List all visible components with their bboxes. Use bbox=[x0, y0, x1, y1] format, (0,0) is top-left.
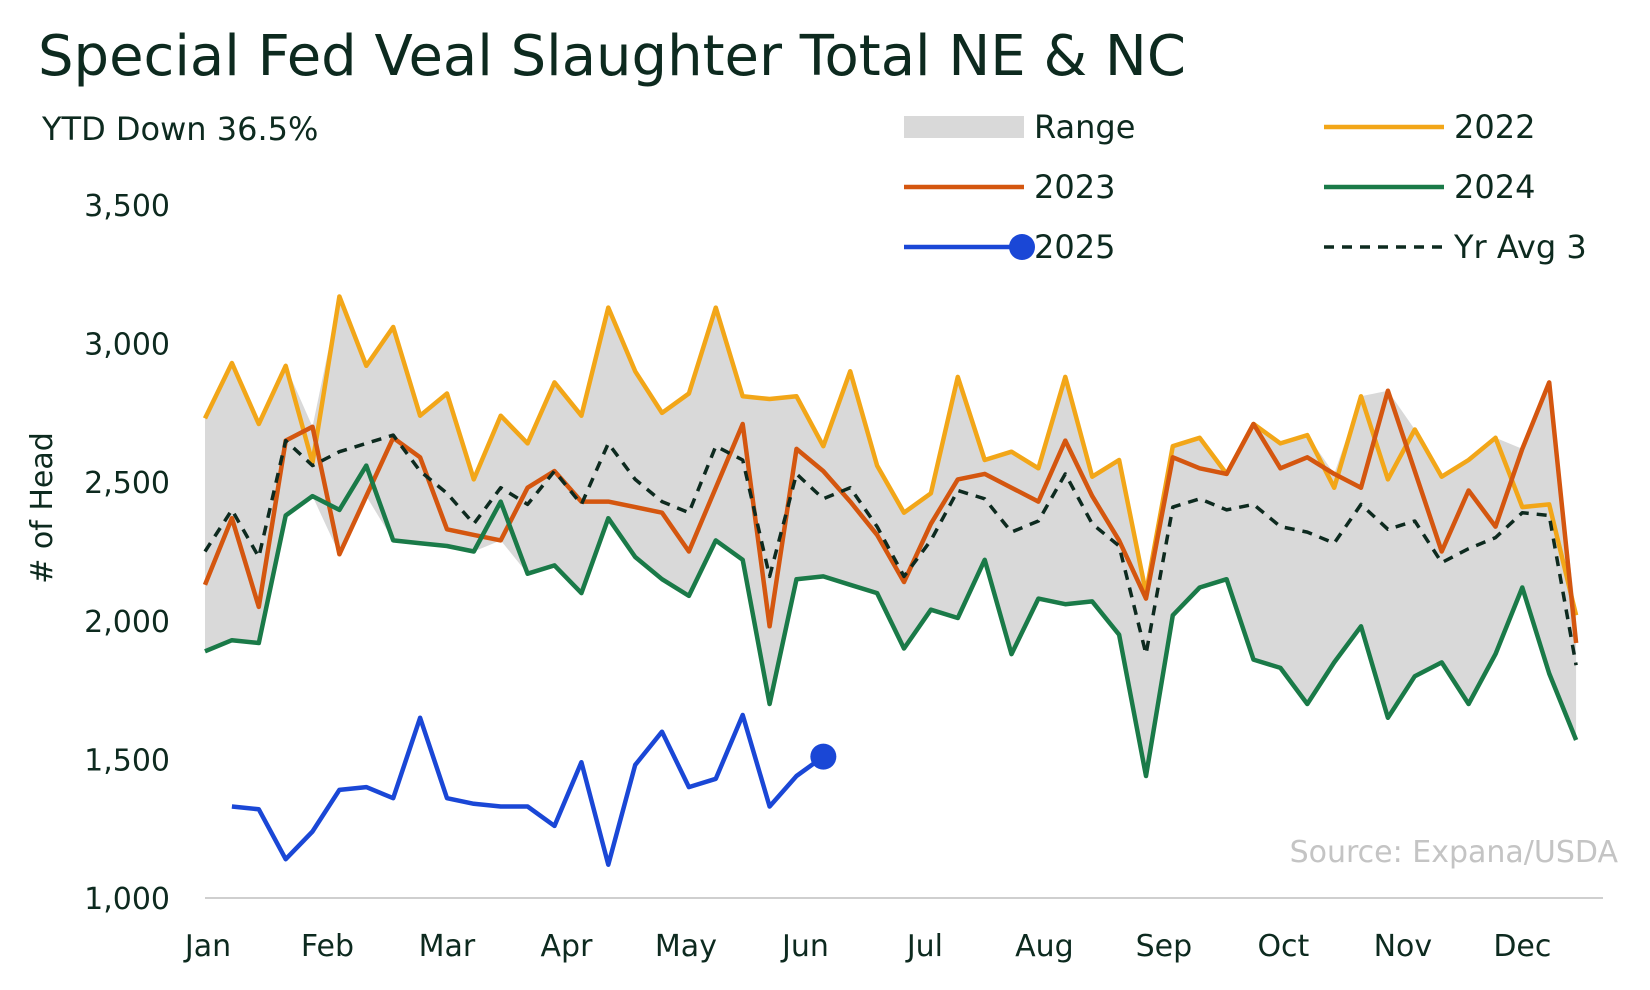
series-line-avg bbox=[203, 433, 1578, 666]
x-tick-label: Mar bbox=[419, 929, 476, 964]
legend-item-range: Range bbox=[904, 108, 1135, 146]
legend-label: 2023 bbox=[1034, 168, 1115, 206]
chart-subtitle: YTD Down 36.5% bbox=[41, 110, 318, 148]
series-marker-2025 bbox=[810, 743, 837, 770]
legend-marker bbox=[1009, 234, 1035, 260]
x-tick-label: Aug bbox=[1015, 929, 1074, 964]
series-line-2022 bbox=[202, 294, 1579, 616]
x-tick-label: Jul bbox=[905, 929, 943, 964]
x-tick-label: May bbox=[655, 929, 717, 964]
legend-item-2023: 2023 bbox=[904, 168, 1115, 206]
x-tick-label: Apr bbox=[541, 929, 594, 964]
legend-label: 2025 bbox=[1034, 228, 1115, 266]
source-note: Source: Expana/USDA bbox=[1290, 835, 1619, 870]
y-tick-label: 1,500 bbox=[84, 743, 170, 778]
x-tick-label: Jun bbox=[780, 929, 829, 964]
y-tick-labels: 1,000 1,500 2,000 2,500 3,000 3,500 bbox=[84, 189, 170, 917]
legend-item-avg: Yr Avg 3 bbox=[1324, 228, 1587, 266]
legend-item-2025: 2025 bbox=[904, 228, 1115, 266]
legend-item-2024: 2024 bbox=[1324, 168, 1535, 206]
legend-item-2022: 2022 bbox=[1324, 108, 1535, 146]
y-tick-label: 3,000 bbox=[84, 328, 170, 363]
legend-label: Range bbox=[1034, 108, 1135, 146]
legend-swatch bbox=[904, 116, 1024, 138]
legend-label: 2024 bbox=[1454, 168, 1535, 206]
x-tick-label: Oct bbox=[1257, 929, 1309, 964]
chart-title: Special Fed Veal Slaughter Total NE & NC bbox=[38, 24, 1186, 89]
x-tick-label: Feb bbox=[301, 929, 354, 964]
series-layer bbox=[202, 294, 1579, 867]
y-tick-label: 1,000 bbox=[84, 882, 170, 917]
y-tick-label: 3,500 bbox=[84, 189, 170, 224]
x-tick-labels: Jan Feb Mar Apr May Jun Jul Aug Sep Oct Nov Dec bbox=[183, 929, 1552, 964]
legend-label: 2022 bbox=[1454, 108, 1535, 146]
range-band bbox=[205, 296, 1577, 776]
series-line-2023 bbox=[202, 380, 1579, 644]
x-tick-label: Dec bbox=[1493, 929, 1551, 964]
range-band-layer bbox=[205, 296, 1577, 776]
series-line-2025 bbox=[231, 712, 825, 867]
legend-label: Yr Avg 3 bbox=[1453, 228, 1587, 266]
x-tick-label: Jan bbox=[183, 929, 231, 964]
y-axis-label: # of Head bbox=[25, 432, 60, 584]
series-line-2024 bbox=[204, 463, 1579, 779]
x-tick-label: Sep bbox=[1136, 929, 1193, 964]
y-tick-label: 2,000 bbox=[84, 605, 170, 640]
x-tick-label: Nov bbox=[1374, 929, 1433, 964]
legend: Range 2022 2023 2024 2025 Yr Avg 3 bbox=[904, 108, 1587, 266]
y-tick-label: 2,500 bbox=[84, 466, 170, 501]
